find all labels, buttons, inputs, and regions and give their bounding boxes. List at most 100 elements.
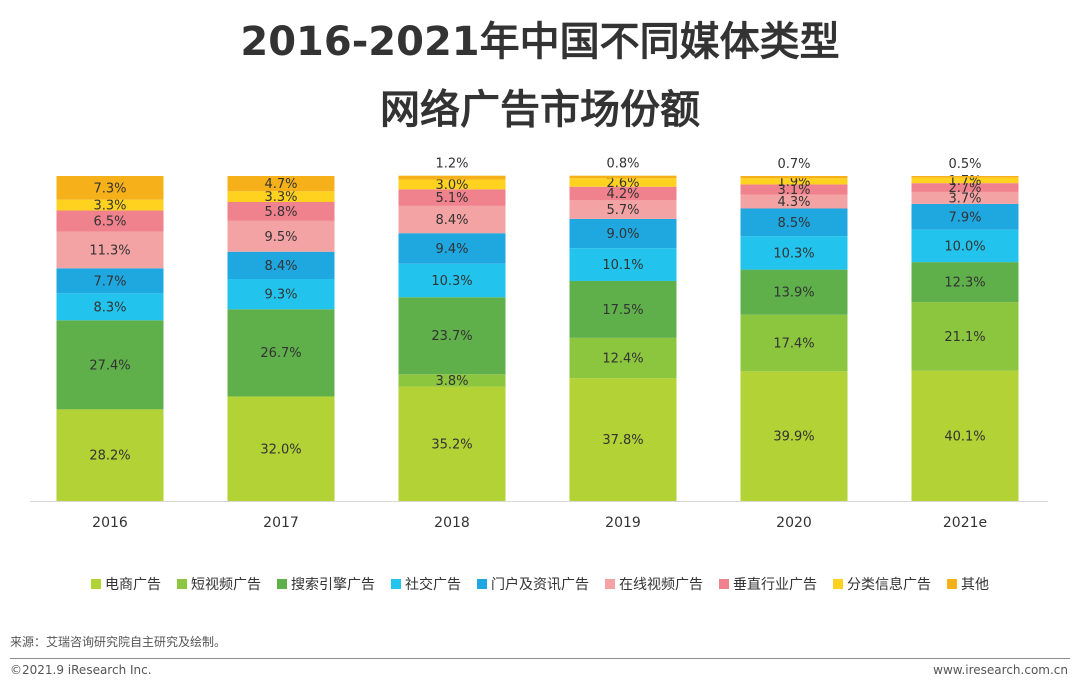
data-label: 9.3%: [264, 288, 297, 303]
bar-segment: [740, 269, 848, 315]
data-label: 10.1%: [602, 258, 643, 273]
legend-item: 其他: [947, 574, 989, 594]
data-label: 40.1%: [944, 429, 985, 444]
bar-segment: [569, 186, 677, 201]
bar-segment: [911, 203, 1019, 230]
data-label: 4.3%: [777, 195, 810, 210]
data-label: 6.5%: [93, 215, 126, 230]
bar-segment: [911, 262, 1019, 303]
data-label: 8.5%: [777, 216, 810, 231]
source-note: 来源：艾瑞咨询研究院自主研究及绘制。: [10, 635, 227, 649]
bar-segment: [56, 409, 164, 501]
chart-legend: 电商广告 短视频广告 搜索引擎广告 社交广告 门户及资讯广告 在线视频广告 垂直行业广告 分类…: [0, 574, 1080, 594]
data-label: 17.5%: [602, 303, 643, 318]
data-label: 1.2%: [435, 157, 468, 172]
bar-segment: [911, 191, 1019, 204]
data-label: 4.2%: [606, 187, 639, 202]
bar-segment: [56, 199, 164, 211]
bar-segment: [227, 176, 335, 192]
legend-item: 垂直行业广告: [719, 574, 817, 594]
bar-segment: [56, 210, 164, 232]
legend-swatch: [605, 579, 615, 589]
bar-segment: [740, 371, 848, 501]
x-tick-label: 2017: [263, 515, 299, 531]
legend-swatch: [477, 579, 487, 589]
legend-item: 电商广告: [91, 574, 161, 594]
data-label: 1.7%: [948, 174, 981, 189]
data-label: 0.8%: [606, 157, 639, 172]
data-label: 26.7%: [260, 346, 301, 361]
legend-label: 分类信息广告: [847, 577, 931, 593]
bar-segment: [911, 176, 1019, 178]
data-label: 2.6%: [606, 176, 639, 191]
x-tick-label: 2020: [776, 515, 812, 531]
legend-item: 短视频广告: [177, 574, 261, 594]
data-label: 10.3%: [773, 246, 814, 261]
bar-segment: [398, 374, 506, 387]
chart-title-line1: 2016-2021年中国不同媒体类型: [240, 19, 840, 65]
legend-label: 门户及资讯广告: [491, 577, 589, 593]
bar-segment: [569, 280, 677, 338]
bar-segment: [227, 220, 335, 252]
bar-segment: [398, 233, 506, 264]
data-label: 35.2%: [431, 437, 472, 452]
bar-segment: [569, 337, 677, 379]
website-text: www.iresearch.com.cn: [933, 663, 1068, 677]
legend-swatch: [719, 579, 729, 589]
data-label: 4.7%: [264, 177, 297, 192]
legend-label: 电商广告: [105, 577, 161, 593]
data-label: 9.4%: [435, 242, 468, 257]
x-tick-label: 2018: [434, 515, 470, 531]
copyright-text: ©2021.9 iResearch Inc.: [10, 663, 152, 677]
legend-label: 短视频广告: [191, 577, 261, 593]
bar-segment: [56, 320, 164, 410]
bar-segment: [398, 297, 506, 375]
bar-segment: [569, 248, 677, 281]
legend-label: 搜索引擎广告: [291, 577, 375, 593]
bar-segment: [911, 229, 1019, 263]
data-label: 10.3%: [431, 274, 472, 289]
bar-segment: [227, 309, 335, 397]
bar-segment: [911, 370, 1019, 501]
data-label: 7.3%: [93, 181, 126, 196]
bar-segment: [398, 205, 506, 234]
legend-item: 搜索引擎广告: [277, 574, 375, 594]
data-label: 27.4%: [89, 358, 130, 373]
data-label: 5.1%: [435, 191, 468, 206]
data-label: 8.3%: [93, 300, 126, 315]
bar-segment: [740, 184, 848, 195]
legend-swatch: [91, 579, 101, 589]
bar-segment: [56, 268, 164, 294]
data-label: 3.3%: [264, 190, 297, 205]
data-label: 37.8%: [602, 433, 643, 448]
bar-segment: [56, 231, 164, 269]
bar-segment: [227, 202, 335, 221]
legend-item: 门户及资讯广告: [477, 574, 589, 594]
data-label: 11.3%: [89, 243, 130, 258]
bar-segment: [911, 183, 1019, 192]
legend-item: 分类信息广告: [833, 574, 931, 594]
data-label: 7.9%: [948, 210, 981, 225]
x-tick-label: 2021e: [943, 515, 987, 531]
chart-title-line2: 网络广告市场份额: [380, 87, 700, 133]
legend-item: 社交广告: [391, 574, 461, 594]
legend-swatch: [277, 579, 287, 589]
data-label: 8.4%: [264, 259, 297, 274]
footer-divider: [10, 658, 1070, 659]
bar-segment: [569, 218, 677, 249]
x-tick-label: 2019: [605, 515, 641, 531]
bar-segment: [740, 194, 848, 209]
data-label: 0.7%: [777, 157, 810, 172]
data-label: 28.2%: [89, 449, 130, 464]
data-label: 3.1%: [777, 183, 810, 198]
legend-label: 垂直行业广告: [733, 577, 817, 593]
x-tick-label: 2016: [92, 515, 128, 531]
bar-segment: [569, 200, 677, 219]
bar-segment: [740, 236, 848, 270]
data-label: 3.3%: [93, 199, 126, 214]
data-label: 3.7%: [948, 191, 981, 206]
data-label: 0.5%: [948, 157, 981, 172]
data-label: 3.8%: [435, 374, 468, 389]
bar-segment: [398, 179, 506, 190]
legend-swatch: [391, 579, 401, 589]
